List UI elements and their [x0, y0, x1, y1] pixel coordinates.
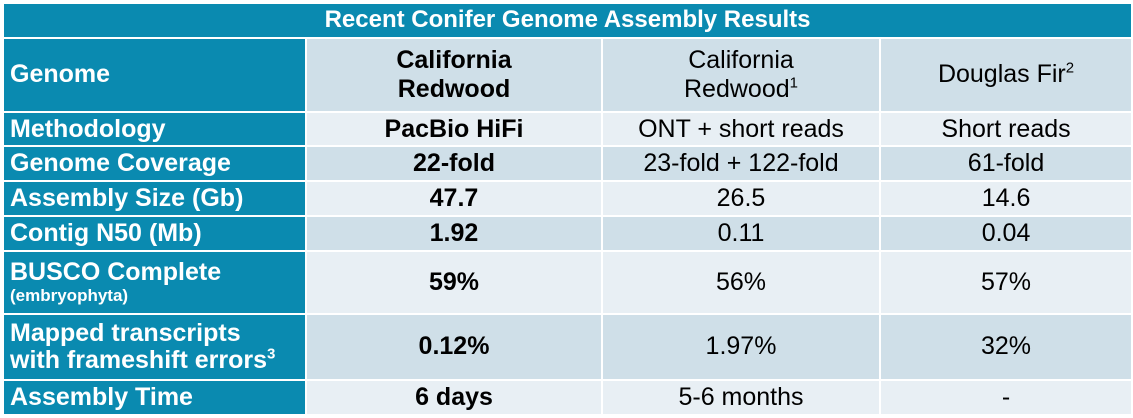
- cell-value: Short reads: [878, 110, 1133, 148]
- cell-value: -: [878, 379, 1133, 416]
- cell-value: 14.6: [878, 180, 1133, 218]
- header-col-douglas-fir: Douglas Fir2: [878, 36, 1133, 113]
- table-row-assembly-size: Assembly Size (Gb) 47.7 26.5 14.6: [2, 180, 1133, 218]
- header-row: Genome California Redwood California Red…: [2, 36, 1133, 113]
- cell-value: 6 days: [305, 379, 603, 416]
- header-col-california-redwood-ont: California Redwood1: [601, 36, 881, 113]
- row-label-line2: with frameshift errors: [10, 345, 268, 374]
- title-row: Recent Conifer Genome Assembly Results: [1, 2, 1133, 39]
- table-row-frameshift-errors: Mapped transcripts with frameshift error…: [2, 312, 1133, 382]
- cell-value: 23-fold + 122-fold: [601, 145, 881, 183]
- row-label-line1: Mapped transcripts: [10, 318, 241, 347]
- table-row-assembly-time: Assembly Time 6 days 5-6 months -: [2, 379, 1133, 416]
- cell-value: ONT + short reads: [601, 110, 881, 148]
- table-row-genome-coverage: Genome Coverage 22-fold 23-fold + 122-fo…: [2, 145, 1133, 183]
- row-label: Mapped transcripts with frameshift error…: [2, 312, 307, 382]
- cell-value: 32%: [878, 312, 1133, 382]
- cell-value: 0.12%: [305, 312, 603, 382]
- cell-value: 1.97%: [601, 312, 881, 382]
- cell-value: 26.5: [601, 180, 881, 218]
- header-col2-line1: California: [688, 45, 794, 74]
- row-label-footnote: 3: [267, 345, 276, 363]
- cell-value: 0.04: [878, 215, 1133, 252]
- header-col2-footnote: 1: [789, 74, 798, 92]
- cell-value: 1.92: [305, 215, 603, 252]
- table-title: Recent Conifer Genome Assembly Results: [1, 2, 1133, 39]
- cell-value: 56%: [601, 250, 881, 315]
- cell-value: 0.11: [601, 215, 881, 252]
- row-label: Contig N50 (Mb): [2, 215, 307, 252]
- header-label: Genome: [2, 36, 307, 113]
- row-label: Genome Coverage: [2, 145, 307, 183]
- cell-value: PacBio HiFi: [305, 110, 603, 148]
- row-label-sub: (embryophyta): [10, 285, 129, 305]
- header-col-california-redwood-hifi: California Redwood: [305, 36, 603, 113]
- header-col1-line1: California: [396, 45, 512, 74]
- cell-value: 22-fold: [305, 145, 603, 183]
- header-col3: Douglas Fir: [937, 60, 1066, 89]
- header-col1-line2: Redwood: [397, 74, 511, 103]
- cell-value: 59%: [305, 250, 603, 315]
- row-label: BUSCO Complete (embryophyta): [2, 250, 307, 315]
- table-row-contig-n50: Contig N50 (Mb) 1.92 0.11 0.04: [2, 215, 1133, 252]
- cell-value: 47.7: [305, 180, 603, 218]
- header-col3-footnote: 2: [1065, 59, 1075, 77]
- row-label-main: BUSCO Complete: [10, 257, 222, 286]
- cell-value: 61-fold: [878, 145, 1133, 183]
- cell-value: 57%: [878, 250, 1133, 315]
- row-label: Assembly Time: [2, 379, 307, 416]
- table-row-methodology: Methodology PacBio HiFi ONT + short read…: [2, 110, 1133, 148]
- row-label: Assembly Size (Gb): [2, 180, 307, 218]
- row-label: Methodology: [2, 110, 307, 148]
- cell-value: 5-6 months: [601, 379, 881, 416]
- header-col2-line2: Redwood: [684, 74, 790, 103]
- table-row-busco-complete: BUSCO Complete (embryophyta) 59% 56% 57%: [2, 250, 1133, 315]
